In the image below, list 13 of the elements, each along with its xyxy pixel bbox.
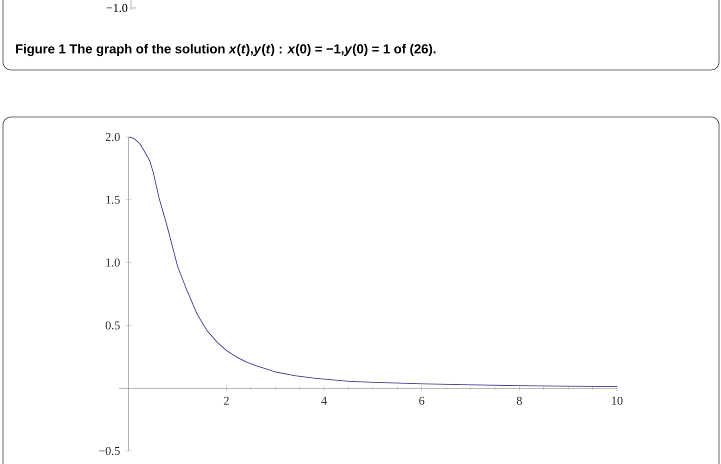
x-tick-label: 8 [516, 396, 522, 405]
y-tick-label: 0.5 [106, 321, 120, 330]
line-series [128, 136, 618, 388]
x-tick-label: 6 [419, 396, 424, 405]
y-tick-label: −0.5 [99, 446, 120, 456]
x-tick-label: 2 [224, 396, 229, 405]
text: −1.0 [106, 4, 128, 12]
y-tick-label: 2.0 [106, 132, 120, 142]
y-tick-label: 1.5 [106, 196, 120, 204]
y-tick-label: 1.0 [106, 258, 120, 267]
text: Figure 1 The graph of the solution x(t),y(t) : x(0) = −1,y(0) = 1 of (26). [16, 44, 436, 56]
x-tick-label: 10 [612, 396, 623, 405]
x-tick-label: 4 [321, 396, 327, 405]
